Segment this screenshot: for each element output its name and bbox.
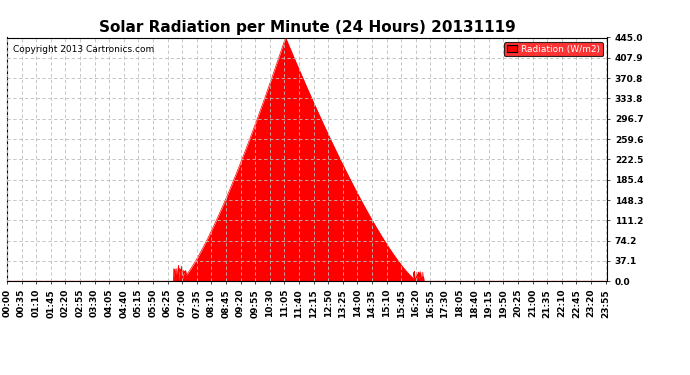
Legend: Radiation (W/m2): Radiation (W/m2) (504, 42, 602, 56)
Title: Solar Radiation per Minute (24 Hours) 20131119: Solar Radiation per Minute (24 Hours) 20… (99, 20, 515, 35)
Text: Copyright 2013 Cartronics.com: Copyright 2013 Cartronics.com (13, 45, 154, 54)
